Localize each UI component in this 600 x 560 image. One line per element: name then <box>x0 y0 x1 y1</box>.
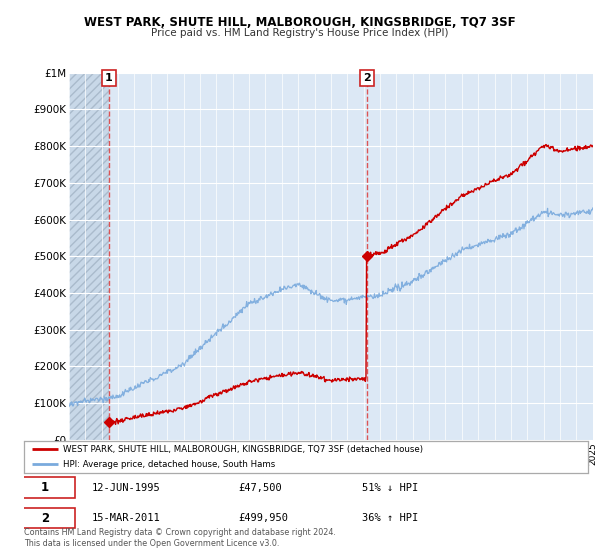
Bar <box>69 73 109 440</box>
FancyBboxPatch shape <box>16 508 75 528</box>
Text: 36% ↑ HPI: 36% ↑ HPI <box>362 513 419 523</box>
Text: Contains HM Land Registry data © Crown copyright and database right 2024.
This d: Contains HM Land Registry data © Crown c… <box>24 528 336 548</box>
Text: 2: 2 <box>41 511 49 525</box>
Text: WEST PARK, SHUTE HILL, MALBOROUGH, KINGSBRIDGE, TQ7 3SF: WEST PARK, SHUTE HILL, MALBOROUGH, KINGS… <box>84 16 516 29</box>
Text: Price paid vs. HM Land Registry's House Price Index (HPI): Price paid vs. HM Land Registry's House … <box>151 28 449 38</box>
Text: 1: 1 <box>105 73 113 83</box>
Text: £499,950: £499,950 <box>238 513 289 523</box>
Text: £47,500: £47,500 <box>238 483 282 493</box>
Text: HPI: Average price, detached house, South Hams: HPI: Average price, detached house, Sout… <box>64 460 276 469</box>
Text: 51% ↓ HPI: 51% ↓ HPI <box>362 483 419 493</box>
Text: 2: 2 <box>363 73 371 83</box>
Text: 12-JUN-1995: 12-JUN-1995 <box>92 483 160 493</box>
Text: 15-MAR-2011: 15-MAR-2011 <box>92 513 160 523</box>
Text: WEST PARK, SHUTE HILL, MALBOROUGH, KINGSBRIDGE, TQ7 3SF (detached house): WEST PARK, SHUTE HILL, MALBOROUGH, KINGS… <box>64 445 424 454</box>
Text: 1: 1 <box>41 481 49 494</box>
FancyBboxPatch shape <box>16 478 75 498</box>
